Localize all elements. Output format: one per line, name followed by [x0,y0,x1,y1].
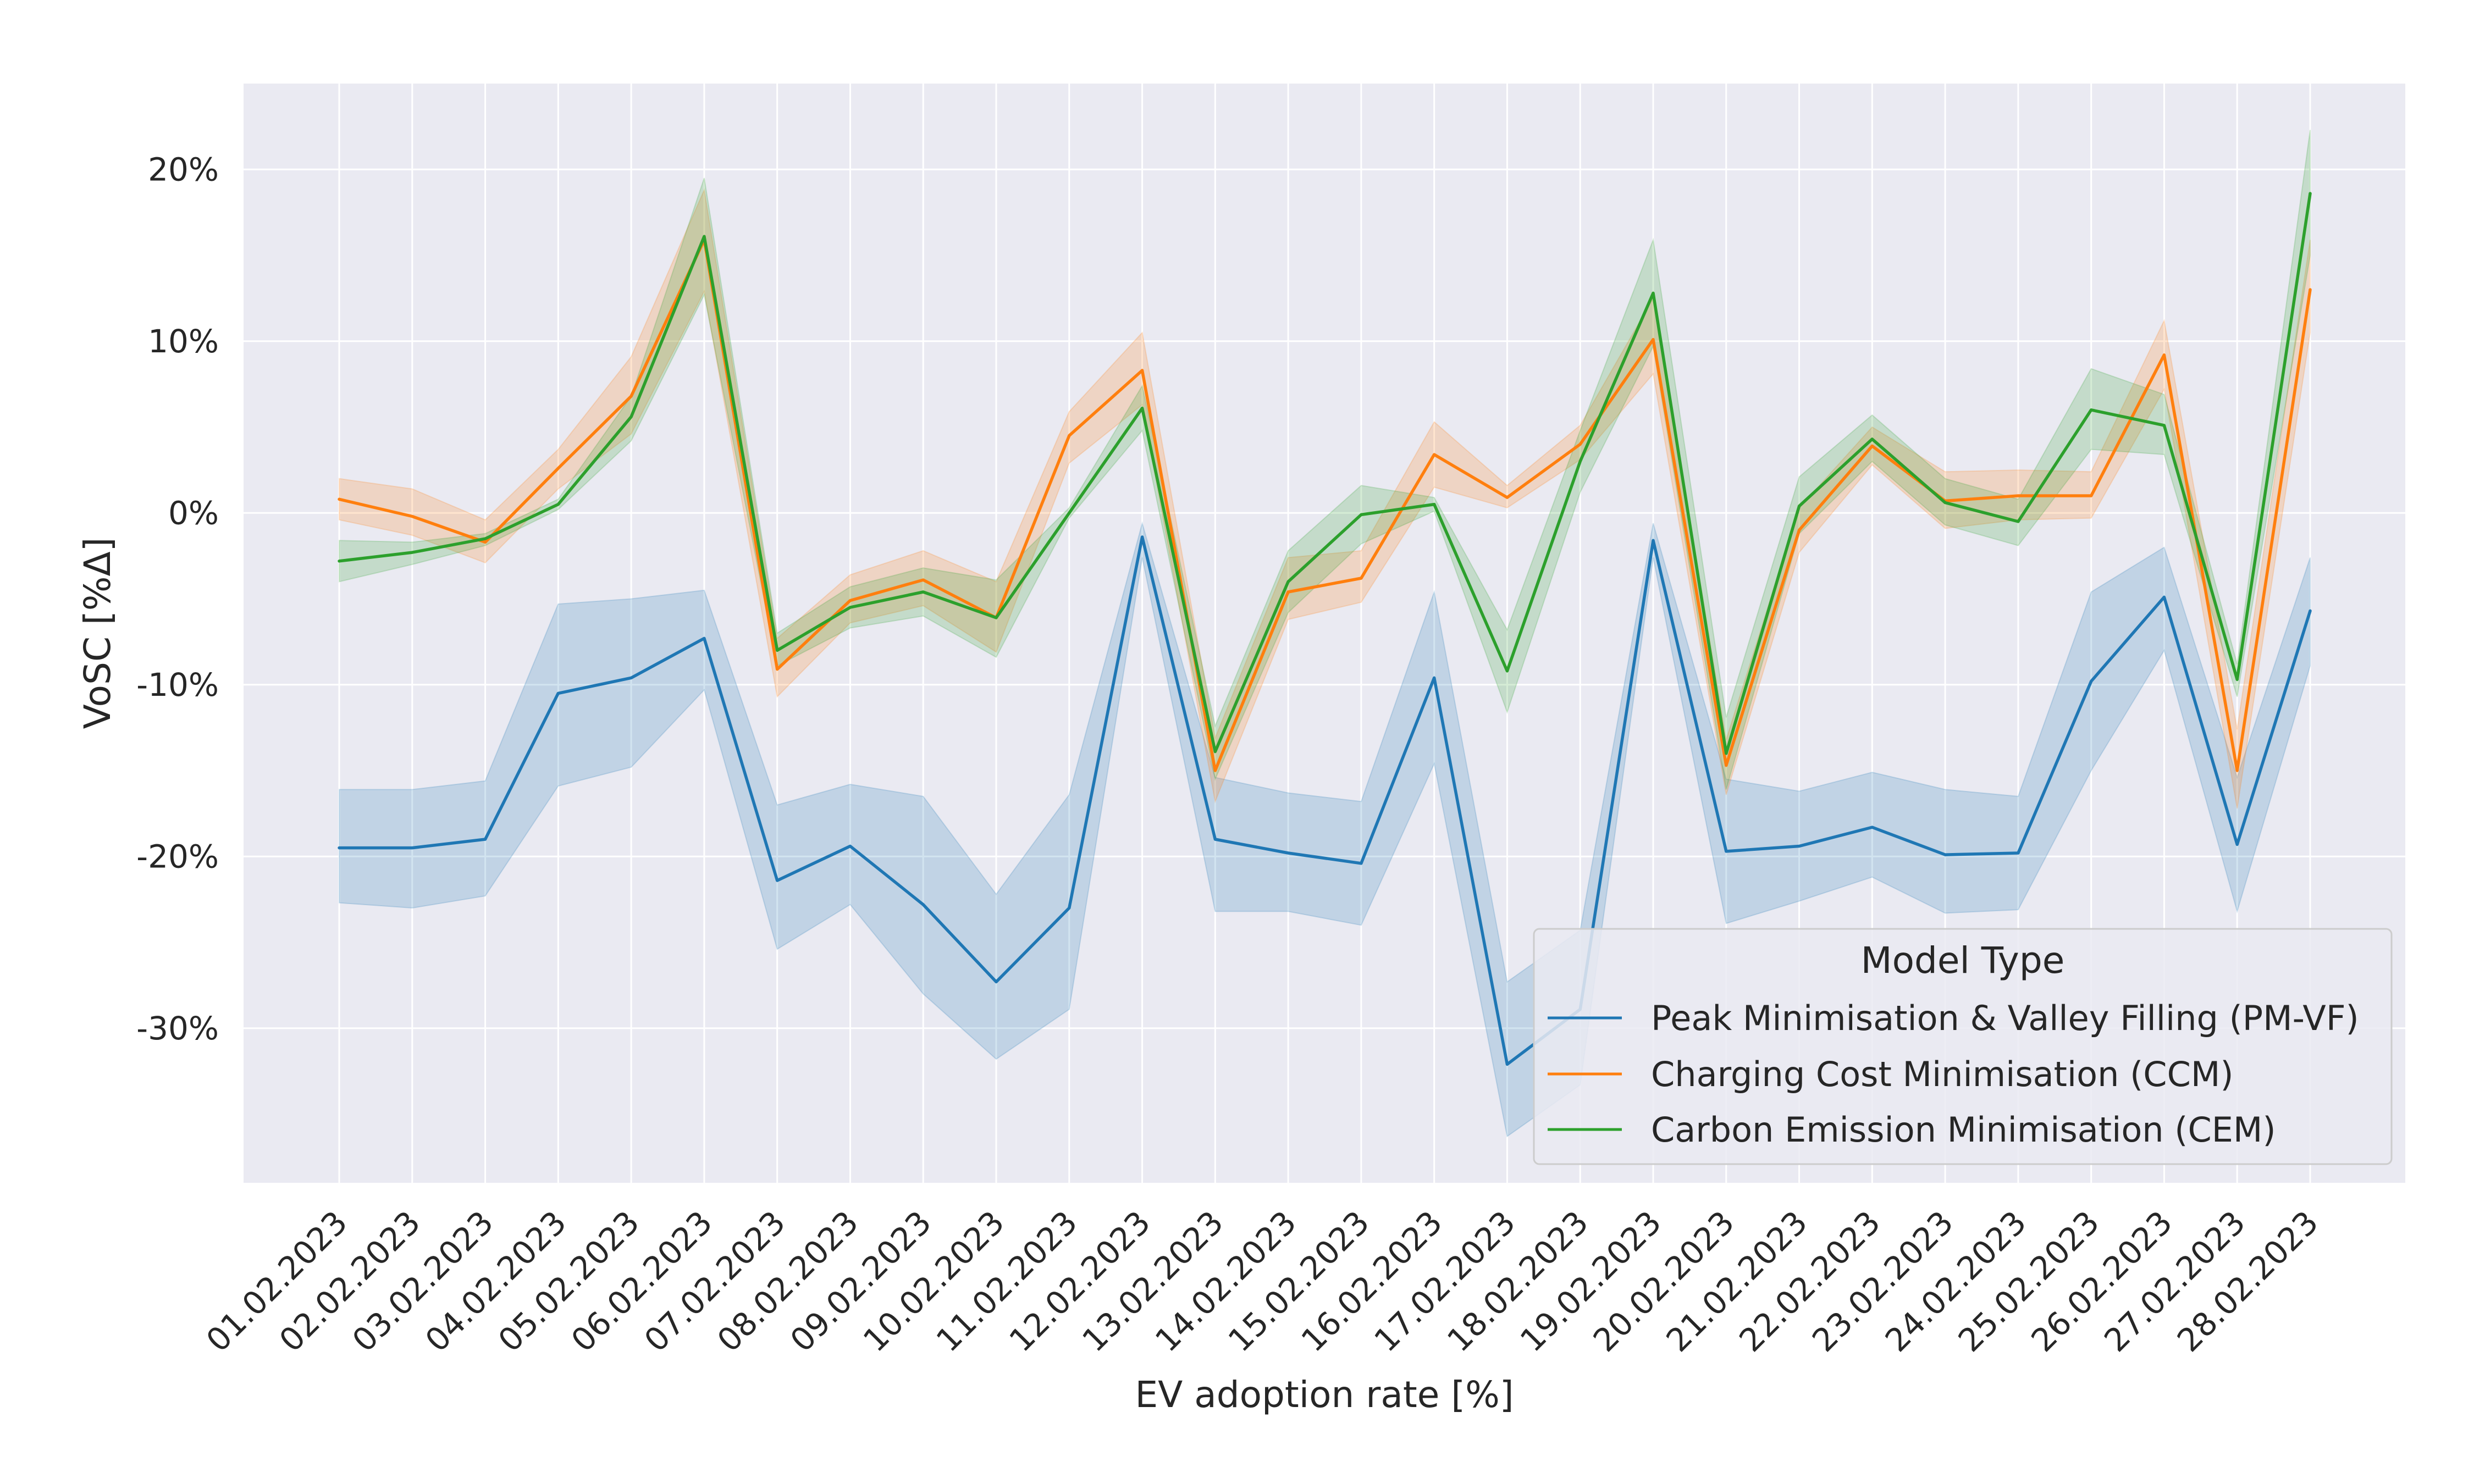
y-axis-label: VoSC [%Δ] [76,538,119,729]
x-axis-ticks: 01.02.202302.02.202303.02.202304.02.2023… [199,1204,2326,1359]
legend-title: Model Type [1861,939,2065,982]
y-tick-label: -20% [136,838,219,875]
y-tick-label: -10% [136,666,219,704]
legend-label-pm-vf: Peak Minimisation & Valley Filling (PM-V… [1651,998,2359,1038]
legend-box [1533,928,2393,1165]
confidence-band-pm-vf [339,521,2311,1138]
legend-entry-ccm: Charging Cost Minimisation (CCM) [1548,1054,2234,1094]
y-tick-label: -30% [136,1010,219,1047]
series-line-cem [338,192,2312,755]
y-axis-ticks: 20% 10% 0% -10% -20% -30% [136,151,219,1047]
series-line-pm-vf [338,535,2312,1066]
legend-label-cem: Carbon Emission Minimisation (CEM) [1651,1110,2276,1150]
legend-label-ccm: Charging Cost Minimisation (CCM) [1651,1054,2234,1094]
confidence-band-ccm [339,188,2311,809]
series-line-ccm [338,238,2312,772]
y-tick-label: 20% [148,151,219,188]
legend-entry-pm-vf: Peak Minimisation & Valley Filling (PM-V… [1548,998,2359,1038]
series-lines [338,192,2312,1066]
legend-entry-cem: Carbon Emission Minimisation (CEM) [1548,1110,2276,1150]
y-tick-label: 10% [148,323,219,360]
legend: Model Type Peak Minimisation & Valley Fi… [1533,928,2393,1165]
x-axis-label: EV adoption rate [%] [1135,1374,1514,1416]
y-tick-label: 0% [168,494,219,531]
